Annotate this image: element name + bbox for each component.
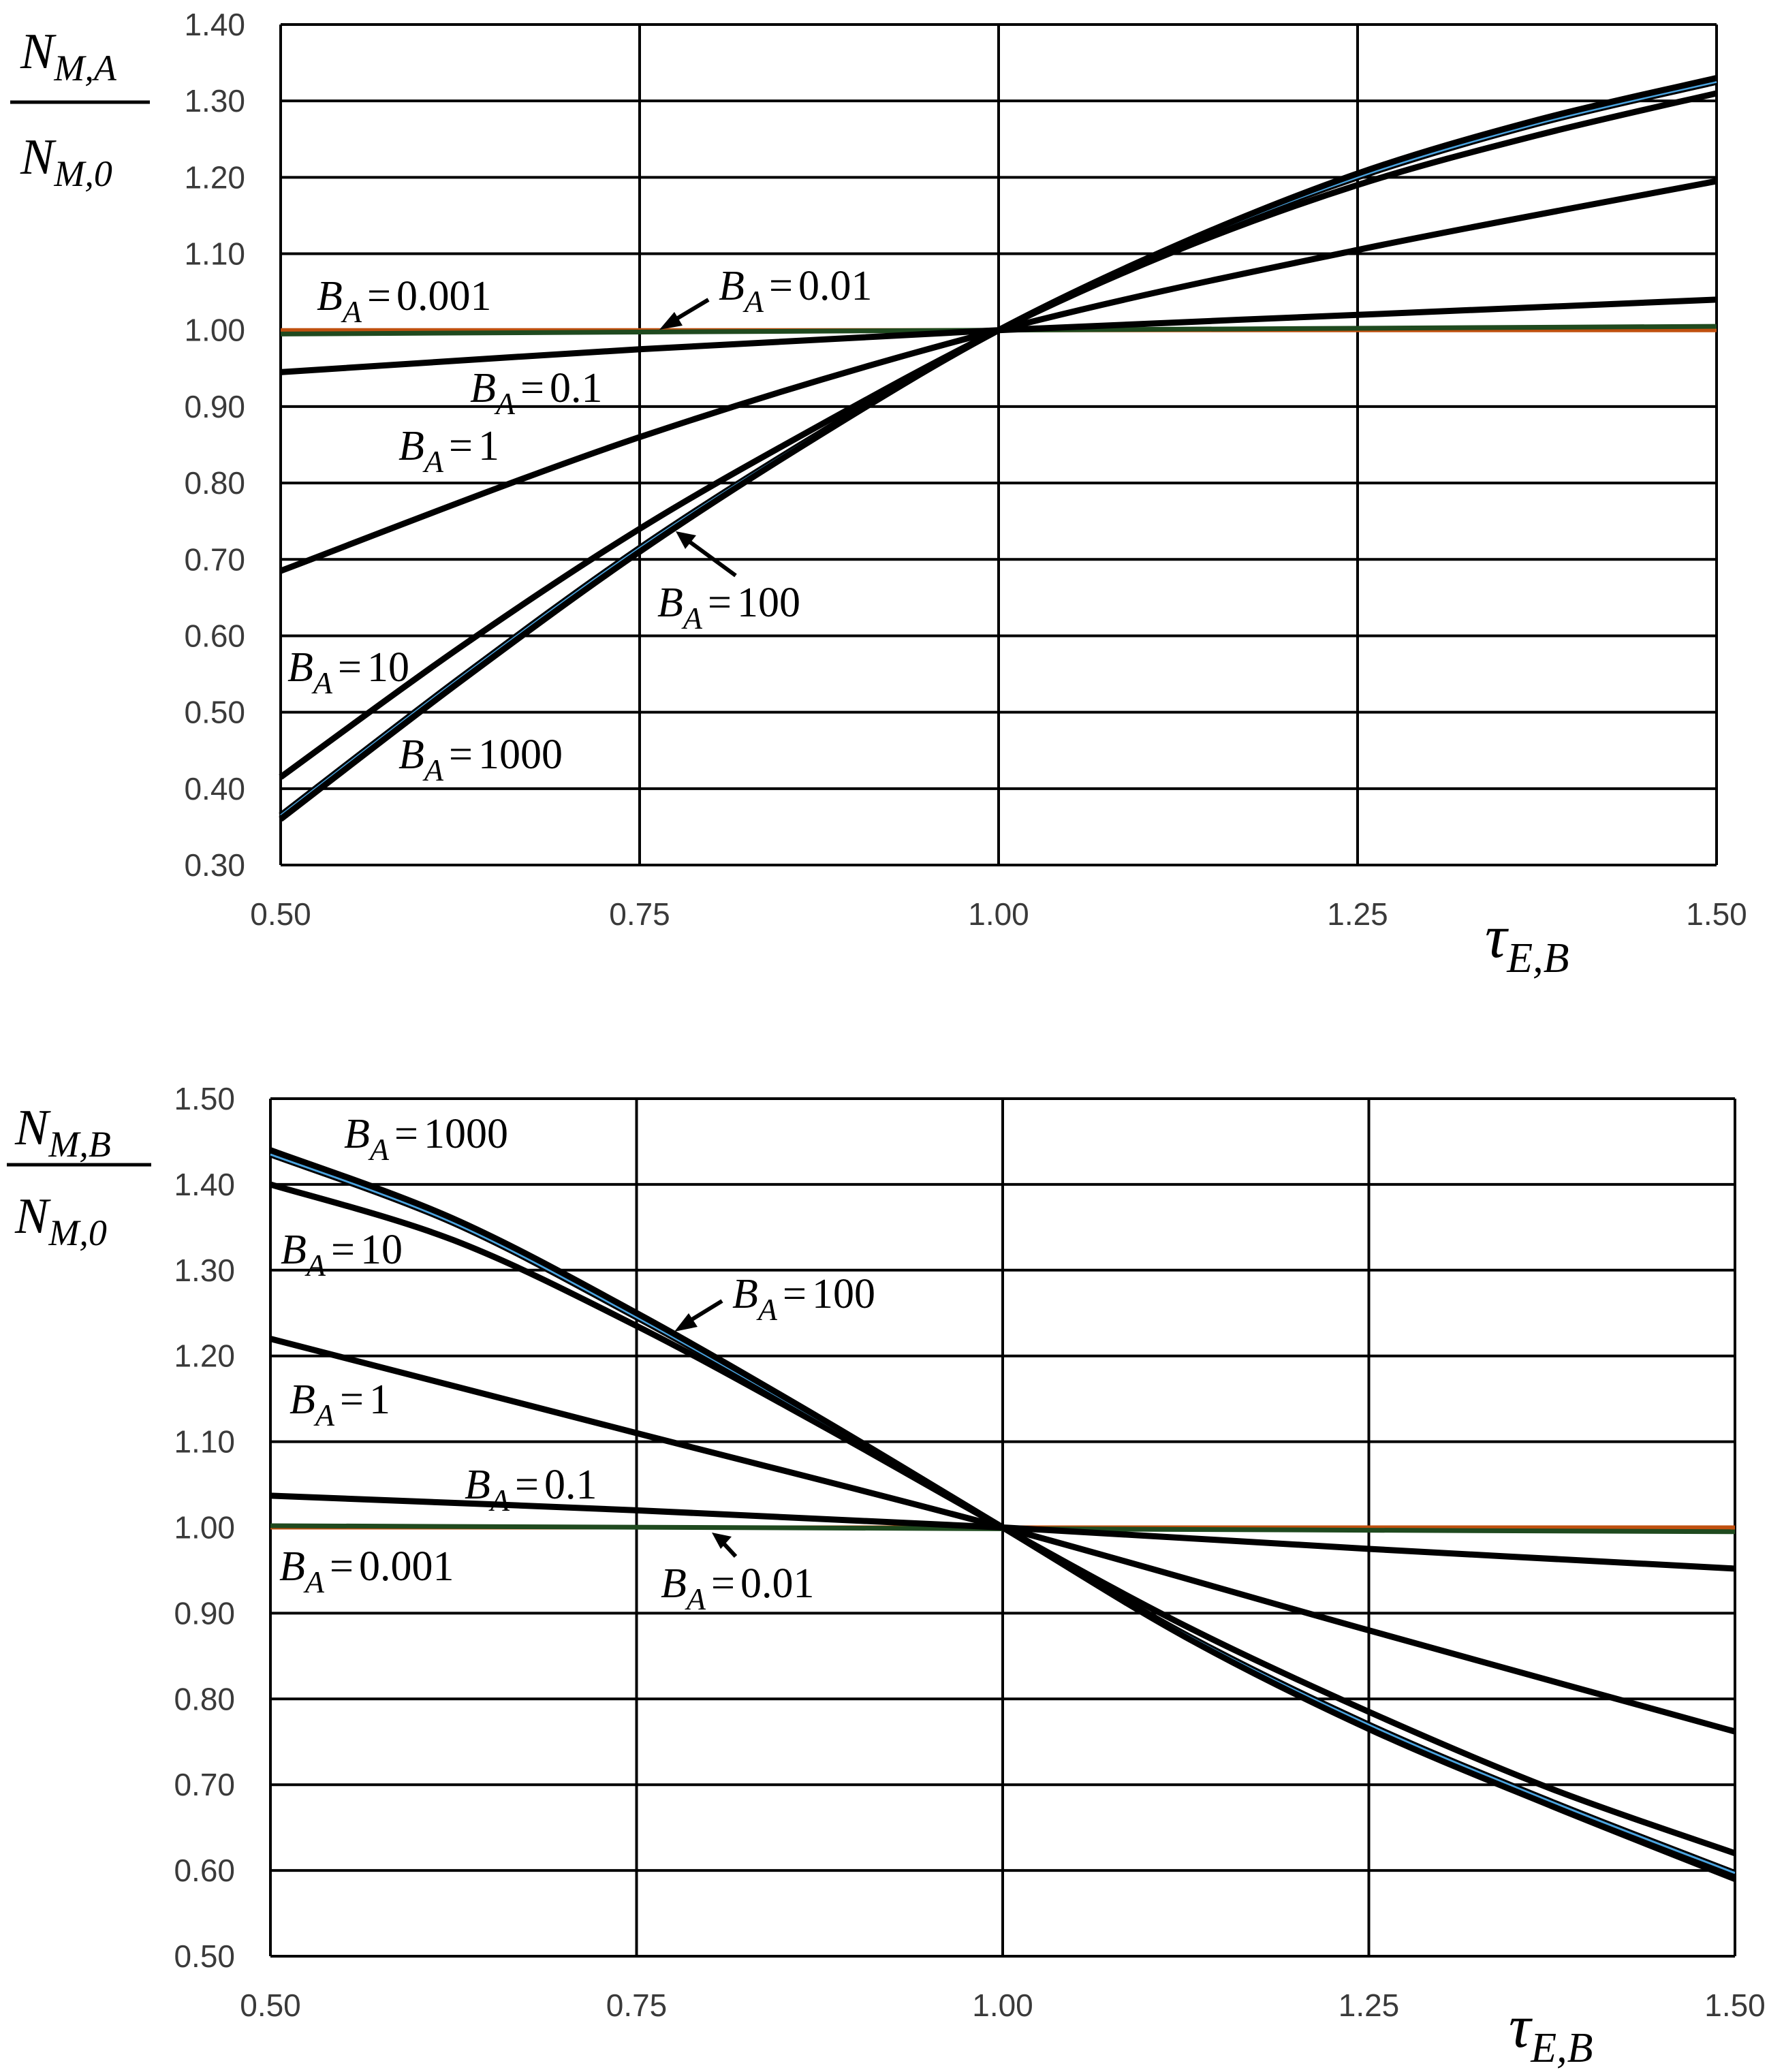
y-tick-label: 0.50 <box>184 695 245 730</box>
bottom-label-10: BA = 10 <box>281 1227 403 1283</box>
x-tick-label: 1.00 <box>972 1988 1033 2023</box>
top-x-ticks: 0.50 0.75 1.00 1.25 1.50 <box>250 896 1747 932</box>
bottom-label-100: BA = 100 <box>732 1271 875 1327</box>
y-tick-label: 0.60 <box>174 1853 235 1888</box>
x-tick-label: 1.25 <box>1339 1988 1400 2023</box>
y-tick-label: 1.00 <box>174 1510 235 1545</box>
bottom-arrowhead-100 <box>674 1313 698 1332</box>
y-tick-label: 0.40 <box>184 771 245 806</box>
y-tick-label: 1.30 <box>184 83 245 119</box>
top-arrow-100 <box>683 536 737 578</box>
top-label-1: BA = 1 <box>398 423 499 479</box>
x-tick-label: 0.50 <box>250 896 311 932</box>
bottom-label-0.1: BA = 0.1 <box>465 1462 597 1518</box>
y-tick-label: 0.70 <box>174 1767 235 1802</box>
y-tick-label: 0.80 <box>174 1681 235 1716</box>
y-tick-label: 1.00 <box>184 313 245 348</box>
top-label-0.1: BA = 0.1 <box>470 365 602 421</box>
x-tick-label: 0.75 <box>609 896 670 932</box>
y-tick-label: 1.10 <box>184 236 245 272</box>
y-tick-label: 1.10 <box>174 1424 235 1460</box>
bottom-series <box>269 1147 1736 1882</box>
bottom-grid <box>269 1097 1736 1958</box>
top-label-1000: BA = 1000 <box>398 732 563 787</box>
y-tick-label: 0.90 <box>174 1595 235 1631</box>
bottom-label-0.01: BA = 0.01 <box>661 1560 814 1616</box>
x-tick-label: 1.50 <box>1704 1988 1766 2023</box>
bottom-ylabel-numerator: NM,B <box>14 1100 111 1165</box>
y-tick-label: 1.20 <box>174 1338 235 1374</box>
series-1000-line <box>269 1147 1736 1882</box>
series-1000-line <box>279 75 1718 822</box>
y-tick-label: 1.40 <box>174 1167 235 1202</box>
top-y-ticks: 0.30 0.40 0.50 0.60 0.70 0.80 0.90 1.00 1.10 1.20… <box>184 7 245 883</box>
bottom-ylabel-denominator: NM,0 <box>14 1189 107 1253</box>
top-label-10: BA = 10 <box>287 644 409 700</box>
top-label-0.001: BA = 0.001 <box>317 273 491 329</box>
x-tick-label: 0.50 <box>240 1988 301 2023</box>
top-label-100: BA = 100 <box>657 580 800 635</box>
y-tick-label: 1.40 <box>184 7 245 42</box>
top-ylabel-numerator: NM,A <box>20 24 117 89</box>
top-arrowhead-0.01 <box>659 312 683 330</box>
y-tick-label: 1.20 <box>184 159 245 195</box>
chart-top: 0.30 0.40 0.50 0.60 0.70 0.80 0.90 1.00 1.10 1.20… <box>10 7 1747 982</box>
y-tick-label: 0.80 <box>184 465 245 501</box>
bottom-arrowhead-0.01 <box>712 1533 732 1549</box>
top-xlabel: τE,B <box>1485 903 1569 982</box>
top-ylabel-denominator: NM,0 <box>20 129 112 194</box>
bottom-label-1: BA = 1 <box>289 1377 390 1432</box>
y-tick-label: 0.90 <box>184 389 245 424</box>
top-series <box>279 75 1718 822</box>
y-tick-label: 0.60 <box>184 618 245 653</box>
bottom-label-0.001: BA = 0.001 <box>279 1543 454 1599</box>
y-tick-label: 0.30 <box>184 847 245 883</box>
y-tick-label: 1.30 <box>174 1253 235 1288</box>
top-label-0.01: BA = 0.01 <box>719 263 872 319</box>
bottom-x-ticks: 0.50 0.75 1.00 1.25 1.50 <box>240 1988 1766 2023</box>
y-tick-label: 1.50 <box>174 1081 235 1116</box>
x-tick-label: 1.50 <box>1686 896 1747 932</box>
bottom-y-ticks: 0.50 0.60 0.70 0.80 0.90 1.00 1.10 1.20 1.30 1.40… <box>174 1081 235 1974</box>
x-tick-label: 1.00 <box>968 896 1029 932</box>
bottom-label-1000: BA = 1000 <box>344 1111 508 1167</box>
y-tick-label: 0.50 <box>174 1938 235 1974</box>
top-arrowhead-100 <box>676 531 696 549</box>
x-tick-label: 0.75 <box>606 1988 668 2023</box>
bottom-xlabel: τE,B <box>1509 1993 1593 2071</box>
chart-bottom: 0.50 0.60 0.70 0.80 0.90 1.00 1.10 1.20 1.30 1.40… <box>7 1081 1766 2071</box>
y-tick-label: 0.70 <box>184 541 245 577</box>
x-tick-label: 1.25 <box>1327 896 1388 932</box>
